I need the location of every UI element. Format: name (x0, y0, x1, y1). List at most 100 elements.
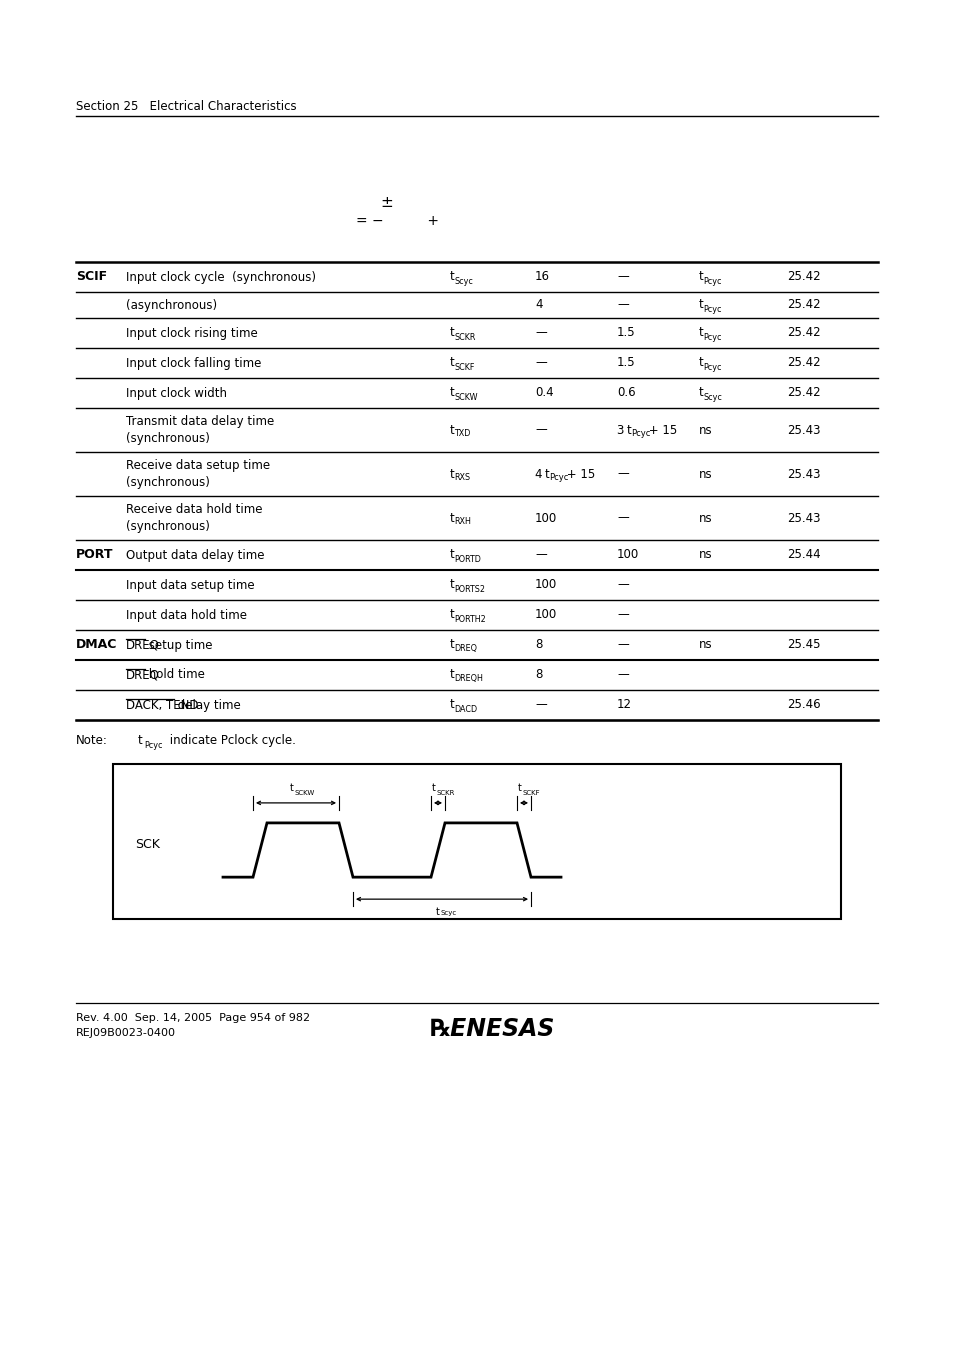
Text: Input clock falling time: Input clock falling time (126, 357, 261, 370)
Text: DREQH: DREQH (454, 674, 483, 684)
Bar (112, 765, 841, 919)
Text: —: — (617, 299, 628, 312)
Text: Input clock width: Input clock width (126, 386, 227, 400)
Text: t: t (450, 357, 455, 370)
Text: 0.6: 0.6 (617, 386, 635, 400)
Text: t: t (699, 299, 703, 312)
Text: t: t (699, 357, 703, 370)
Text: t: t (450, 608, 455, 621)
Text: 25.43: 25.43 (786, 512, 820, 524)
Text: + 15: + 15 (562, 467, 595, 481)
Text: 0.4: 0.4 (535, 386, 553, 400)
Text: Pcyc: Pcyc (702, 362, 721, 372)
Text: RXS: RXS (454, 473, 470, 482)
Text: 25.44: 25.44 (786, 549, 820, 562)
Text: t: t (517, 782, 521, 793)
Text: (synchronous): (synchronous) (126, 520, 210, 534)
Text: SCKR: SCKR (454, 332, 476, 342)
Text: —: — (617, 608, 628, 621)
Text: Section 25   Electrical Characteristics: Section 25 Electrical Characteristics (76, 100, 296, 113)
Text: ns: ns (699, 639, 712, 651)
Text: RXH: RXH (454, 517, 471, 527)
Text: —: — (535, 698, 546, 712)
Text: Pcyc: Pcyc (702, 332, 721, 342)
Text: t: t (450, 512, 455, 524)
Text: ±: ± (380, 195, 393, 209)
Text: ns: ns (699, 423, 712, 436)
Text: t: t (450, 549, 455, 562)
Text: = −          +: = − + (355, 213, 438, 228)
Text: ns: ns (699, 467, 712, 481)
Text: 8: 8 (535, 639, 542, 651)
Text: t: t (432, 782, 436, 793)
Text: SCKW: SCKW (454, 393, 477, 401)
Text: 25.43: 25.43 (786, 423, 820, 436)
Text: hold time: hold time (145, 669, 205, 681)
Text: —: — (535, 423, 546, 436)
Text: t: t (450, 386, 455, 400)
Text: Scyc: Scyc (440, 911, 456, 916)
Text: 25.42: 25.42 (786, 299, 820, 312)
Text: SCKW: SCKW (294, 790, 314, 796)
Text: t: t (436, 907, 439, 917)
Text: 3: 3 (617, 423, 627, 436)
Text: Input clock rising time: Input clock rising time (126, 327, 257, 339)
Text: Rev. 4.00  Sep. 14, 2005  Page 954 of 982: Rev. 4.00 Sep. 14, 2005 Page 954 of 982 (76, 1013, 310, 1023)
Text: (synchronous): (synchronous) (126, 432, 210, 446)
Text: Note:: Note: (76, 734, 108, 747)
Text: 100: 100 (535, 608, 557, 621)
Text: t: t (699, 327, 703, 339)
Text: 1.5: 1.5 (617, 327, 635, 339)
Text: t: t (290, 782, 294, 793)
Text: t: t (699, 270, 703, 284)
Text: t: t (626, 423, 631, 436)
Text: 4: 4 (535, 299, 542, 312)
Text: t: t (450, 270, 455, 284)
Text: ns: ns (699, 549, 712, 562)
Text: DMAC: DMAC (76, 639, 117, 651)
Text: DREQ: DREQ (126, 669, 160, 681)
Text: —: — (617, 669, 628, 681)
Text: t: t (450, 698, 455, 712)
Text: PORTD: PORTD (454, 554, 481, 563)
Text: 100: 100 (535, 578, 557, 592)
Text: SCKR: SCKR (436, 790, 455, 796)
Text: (asynchronous): (asynchronous) (126, 299, 217, 312)
Text: ns: ns (699, 512, 712, 524)
Text: t: t (138, 734, 143, 747)
Text: —: — (617, 578, 628, 592)
Text: Pcyc: Pcyc (702, 304, 721, 313)
Text: Input data hold time: Input data hold time (126, 608, 247, 621)
Text: t: t (699, 386, 703, 400)
Text: DACK, TEND: DACK, TEND (126, 698, 198, 712)
Text: 25.45: 25.45 (786, 639, 820, 651)
Text: Receive data setup time: Receive data setup time (126, 459, 270, 471)
Text: Pcyc: Pcyc (630, 430, 649, 439)
Text: —: — (617, 639, 628, 651)
Text: (synchronous): (synchronous) (126, 477, 210, 489)
Text: 25.42: 25.42 (786, 270, 820, 284)
Text: PORTS2: PORTS2 (454, 585, 485, 593)
Text: Input data setup time: Input data setup time (126, 578, 254, 592)
Text: Pcyc: Pcyc (144, 740, 162, 750)
Text: 8: 8 (535, 669, 542, 681)
Text: t: t (450, 578, 455, 592)
Text: SCIF: SCIF (76, 270, 107, 284)
Text: SCKF: SCKF (522, 790, 540, 796)
Text: DREQ: DREQ (454, 644, 476, 654)
Text: —: — (535, 327, 546, 339)
Text: + 15: + 15 (644, 423, 677, 436)
Text: t: t (544, 467, 549, 481)
Text: ℞ENESAS: ℞ENESAS (430, 1017, 555, 1042)
Text: SCKF: SCKF (454, 362, 475, 372)
Text: 25.42: 25.42 (786, 357, 820, 370)
Text: t: t (450, 327, 455, 339)
Text: Input clock cycle  (synchronous): Input clock cycle (synchronous) (126, 270, 315, 284)
Text: 25.42: 25.42 (786, 386, 820, 400)
Text: 1.5: 1.5 (617, 357, 635, 370)
Text: SCK: SCK (135, 838, 160, 851)
Text: TXD: TXD (454, 430, 470, 439)
Text: —: — (617, 467, 628, 481)
Text: Scyc: Scyc (702, 393, 721, 401)
Text: DREQ: DREQ (126, 639, 160, 651)
